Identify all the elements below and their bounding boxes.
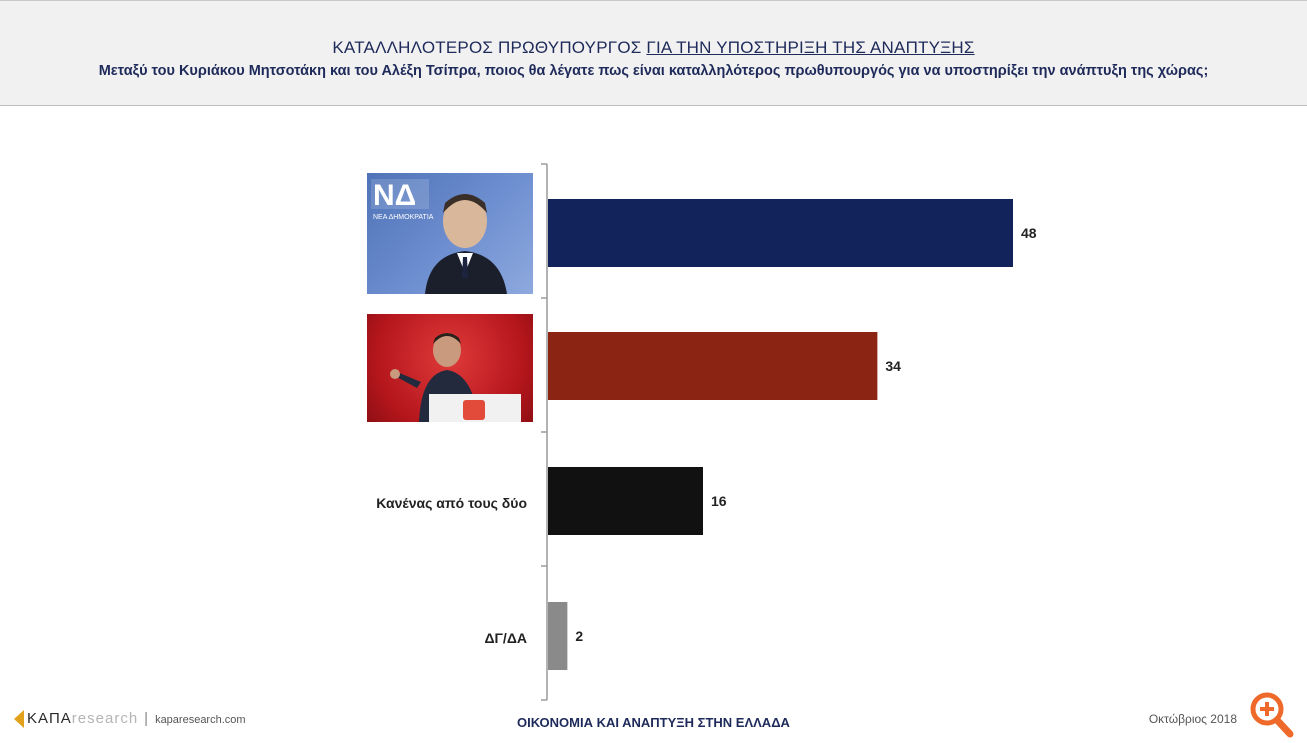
footer-date: Οκτώβριος 2018 xyxy=(1148,712,1237,726)
footer-site: kaparesearch.com xyxy=(155,714,246,726)
kapa-research-logo: KAПAresearch | kaparesearch.com xyxy=(14,710,246,729)
bar-value-label: 34 xyxy=(885,358,901,374)
footer-title: ΟΙΚΟΝΟΜΙΑ ΚΑΙ ΑΝΑΠΤΥΞΗ ΣΤΗΝ ΕΛΛΑΔΑ xyxy=(517,715,790,730)
svg-text:ΝΕΑ ΔΗΜΟΚΡΑΤΙΑ: ΝΕΑ ΔΗΜΟΚΡΑΤΙΑ xyxy=(373,214,434,221)
mitsotakis-photo: ΝΔ ΝΕΑ ΔΗΜΟΚΡΑΤΙΑ xyxy=(367,173,533,294)
chart-title: ΚΑΤΑΛΛΗΛΟΤΕΡΟΣ ΠΡΩΘΥΠΟΥΡΓΟΣ ΓΙΑ ΤΗΝ ΥΠΟΣ… xyxy=(332,38,975,57)
svg-text:ΝΔ: ΝΔ xyxy=(373,179,416,212)
kapa-logo-icon xyxy=(14,710,24,729)
category-label-dk-na: ΔΓ/ΔΑ xyxy=(484,630,527,646)
bar-none xyxy=(548,467,703,535)
chart-subtitle: Μεταξύ του Κυριάκου Μητσοτάκη και του Αλ… xyxy=(98,63,1209,79)
bar-value-label: 16 xyxy=(711,493,727,509)
bar-mitsotakis xyxy=(548,199,1013,267)
zoom-in-icon[interactable] xyxy=(1248,690,1294,738)
bar-tsipras xyxy=(548,332,878,400)
bar-value-label: 48 xyxy=(1021,225,1037,241)
header: ΚΑΤΑΛΛΗΛΟΤΕΡΟΣ ΠΡΩΘΥΠΟΥΡΓΟΣ ΓΙΑ ΤΗΝ ΥΠΟΣ… xyxy=(0,0,1307,106)
bar-dk-na xyxy=(548,602,568,670)
category-label-none: Κανένας από τους δύο xyxy=(376,495,527,511)
bar-value-label: 2 xyxy=(575,628,583,644)
tsipras-photo xyxy=(367,314,533,422)
